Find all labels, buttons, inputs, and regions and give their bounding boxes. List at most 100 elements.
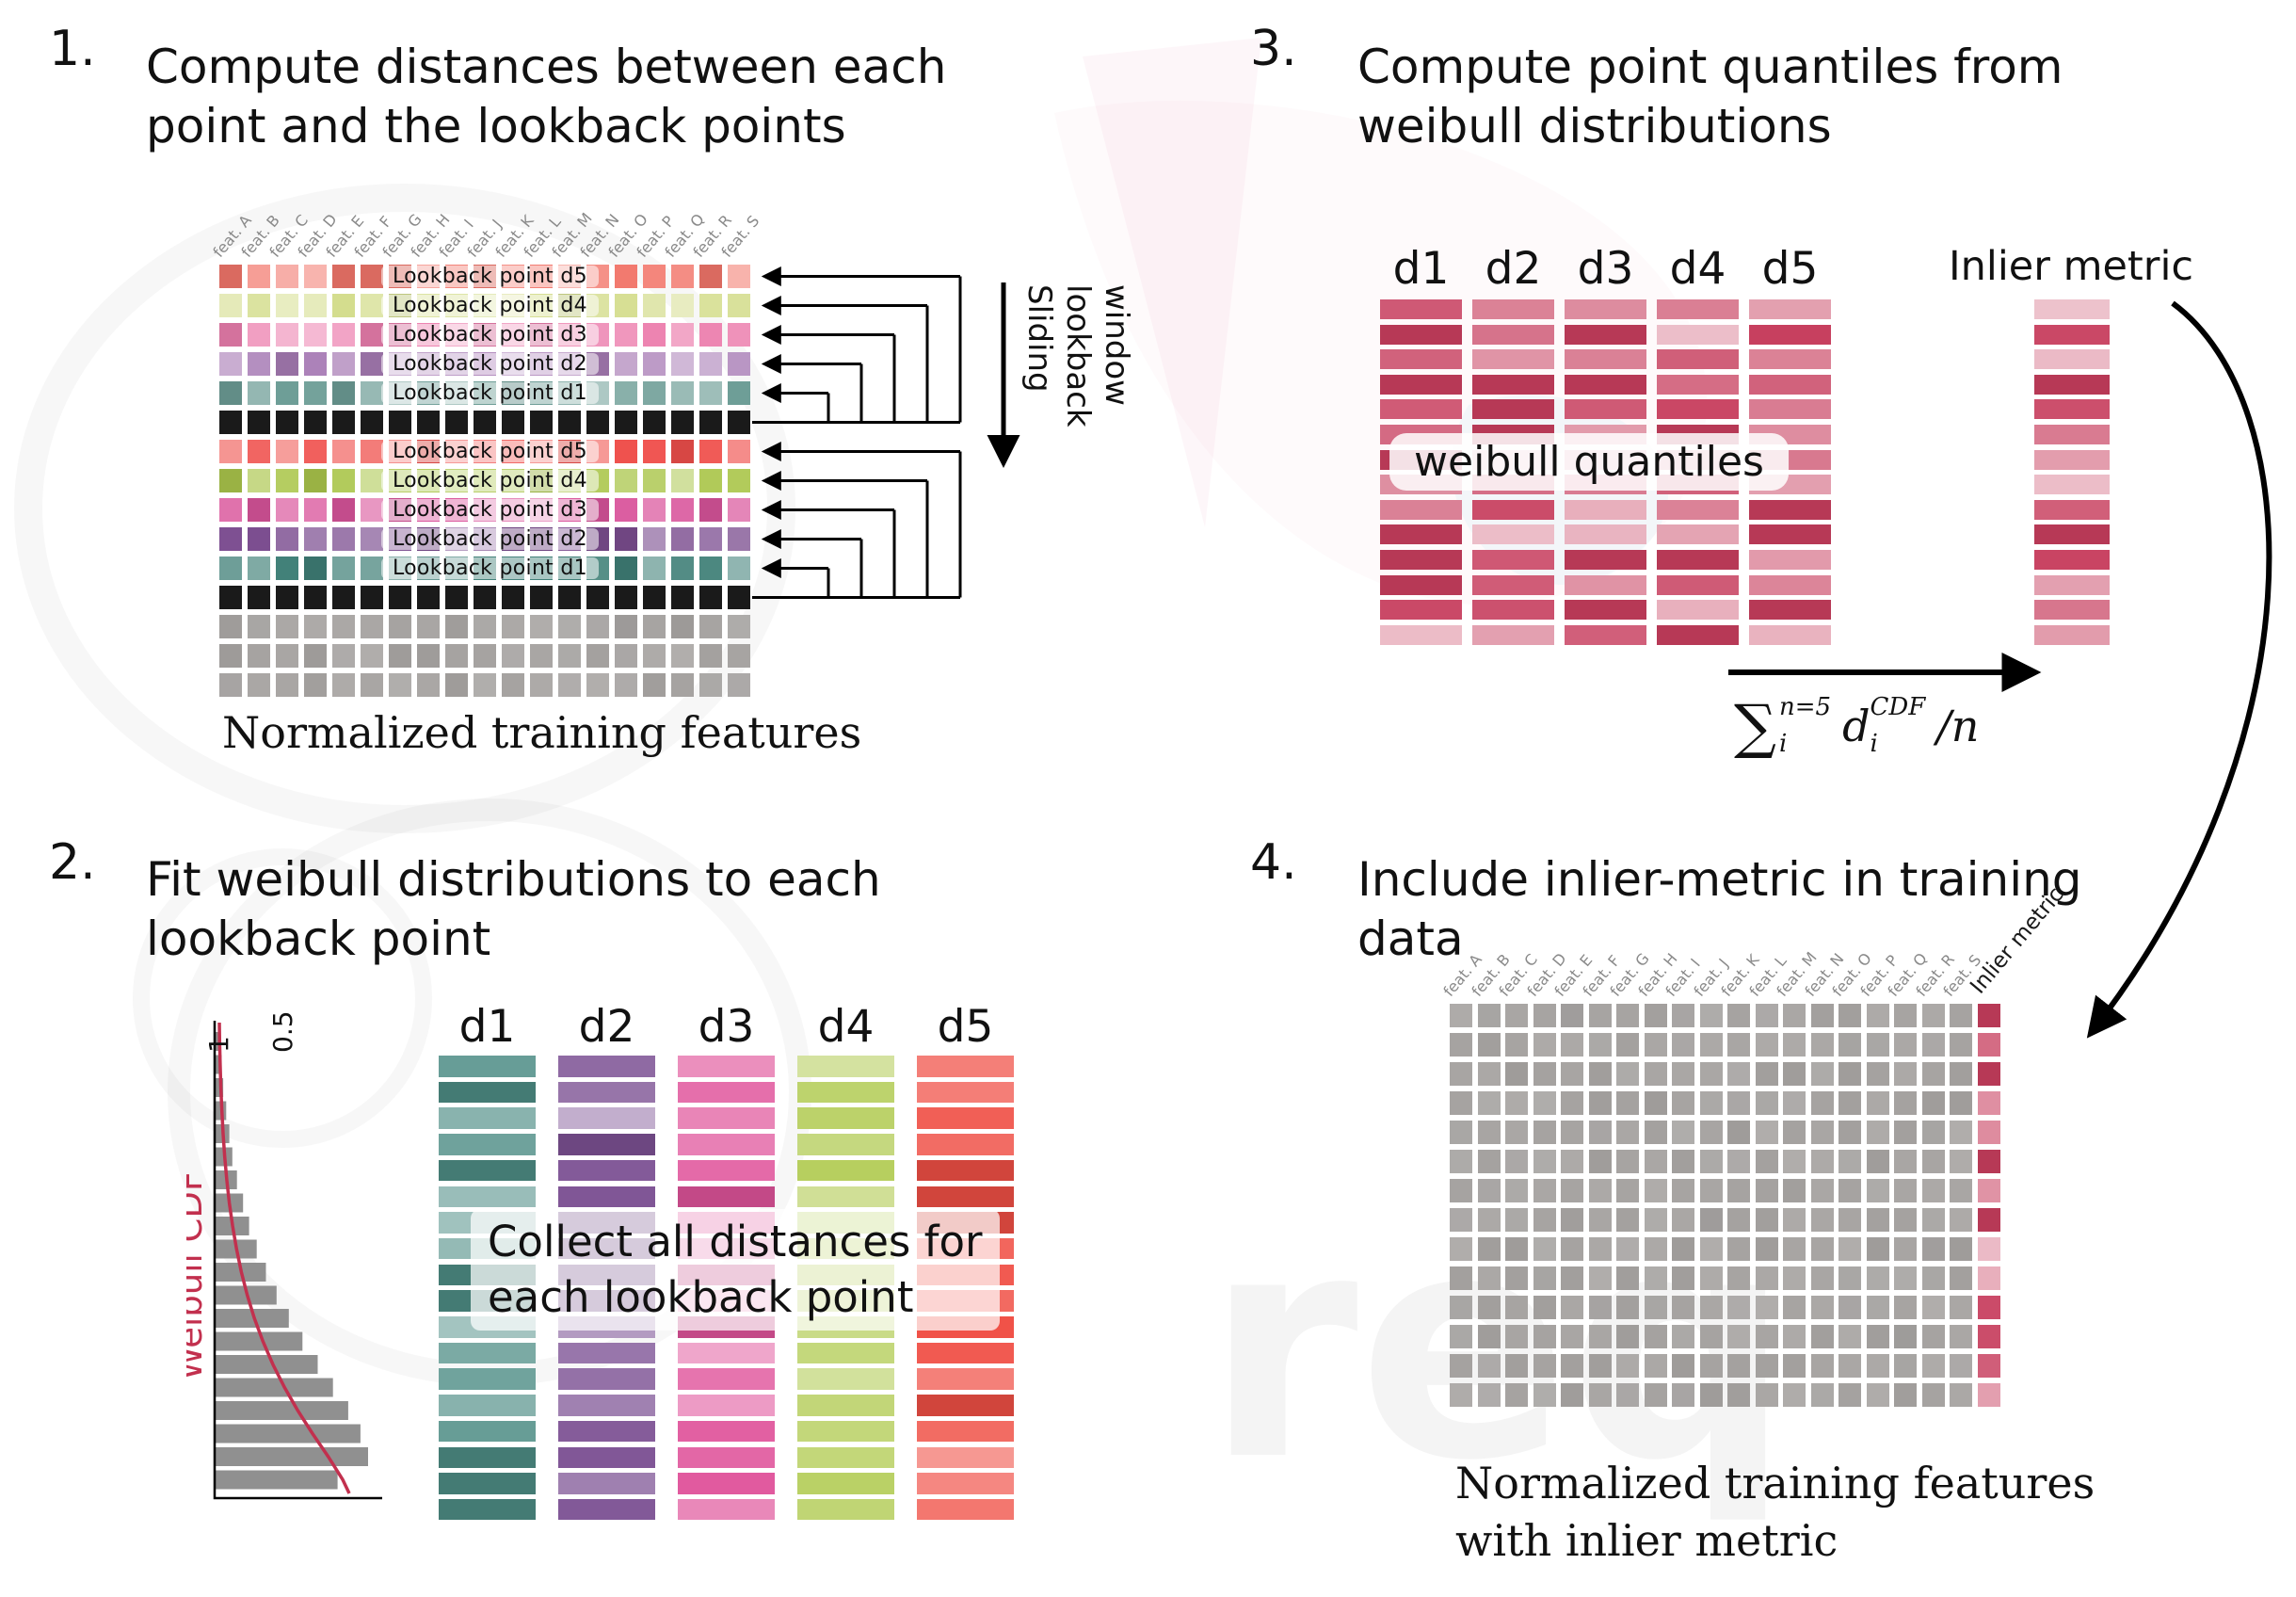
current-point-cell (643, 411, 666, 434)
variable-subscript: i (1870, 729, 1878, 758)
quantile-column-label: d4 (1669, 243, 1726, 295)
feature-cell (1699, 1121, 1723, 1144)
feature-cell (699, 673, 722, 697)
inlier-metric-bar (2034, 324, 2110, 345)
feature-cell (1672, 1296, 1694, 1319)
feature-cell (728, 673, 750, 697)
quantile-bar (1749, 550, 1831, 570)
distance-bar (439, 1186, 536, 1207)
feature-cell (1810, 1296, 1834, 1319)
lookback-cell (615, 294, 637, 317)
feature-cell (1616, 1121, 1639, 1144)
feature-cell (1894, 1266, 1917, 1290)
feature-cell (1838, 1325, 1861, 1348)
quantile-bar (1565, 299, 1646, 319)
feature-cell (1838, 1354, 1861, 1378)
feature-cell (1533, 1237, 1556, 1261)
feature-cell (1755, 1325, 1778, 1348)
lookback-cell (219, 498, 242, 522)
feature-cell (502, 644, 524, 668)
quantile-bar (1749, 374, 1831, 395)
feature-cell (1838, 1033, 1861, 1057)
quantile-bar (1472, 399, 1554, 420)
lookback-point-label: Lookback point d1 (381, 382, 599, 404)
feature-cell (1810, 1237, 1834, 1261)
step-3-title: Compute point quantiles from weibull dis… (1357, 38, 2063, 156)
feature-cell (1894, 1296, 1917, 1319)
weibull-cdf-chart: 1 0.5 Weibull CDF (186, 1010, 382, 1500)
quantile-bar (1657, 624, 1739, 645)
distance-bar (558, 1420, 655, 1443)
feature-cell (1477, 1266, 1501, 1290)
feature-cell (361, 673, 383, 697)
feature-cell (1950, 1004, 1972, 1027)
feature-cell (1561, 1237, 1583, 1261)
current-point-cell (643, 586, 666, 609)
feature-cell (586, 644, 609, 668)
step-3-title-line1: Compute point quantiles from (1357, 40, 2063, 94)
quantile-bar (1657, 299, 1739, 319)
distance-bar (558, 1446, 655, 1468)
quantile-bar (1380, 524, 1462, 545)
feature-cell (1616, 1150, 1639, 1173)
feature-cell (1783, 1062, 1806, 1086)
step-3-title-line2: weibull distributions (1357, 99, 1832, 153)
feature-cell (1588, 1354, 1612, 1378)
feature-cell (1783, 1266, 1806, 1290)
feature-cell (474, 644, 496, 668)
current-point-cell (332, 411, 355, 434)
step-1-number: 1. (49, 21, 96, 77)
feature-cell (304, 615, 327, 638)
feature-cell (1921, 1004, 1945, 1027)
feature-cell (1616, 1062, 1639, 1086)
feature-cell (1894, 1237, 1917, 1261)
histogram-bar (216, 1424, 361, 1444)
quantile-bar (1657, 374, 1739, 395)
current-point-cell (671, 586, 694, 609)
lookback-cell (219, 527, 242, 551)
feature-cell (1533, 1150, 1556, 1173)
feature-cell (1894, 1091, 1917, 1115)
feature-cell (1644, 1091, 1667, 1115)
lookback-cell (728, 527, 750, 551)
p4-caption-line2: with inlier metric (1455, 1514, 1838, 1566)
feature-cell (1672, 1004, 1694, 1027)
feature-cell (1950, 1121, 1972, 1144)
lookback-cell (615, 381, 637, 405)
feature-cell (1644, 1208, 1667, 1232)
feature-cell (1727, 1091, 1750, 1115)
feature-cell (1616, 1208, 1639, 1232)
feature-cell (1533, 1121, 1556, 1144)
lookback-cell (304, 469, 327, 492)
feature-cell (1533, 1383, 1556, 1407)
distance-bar (797, 1342, 894, 1364)
lookback-cell (671, 323, 694, 347)
step-1-title: Compute distances between each point and… (146, 38, 946, 156)
step-2-number: 2. (49, 834, 96, 891)
feature-cell (1921, 1354, 1945, 1378)
lookback-cell (304, 440, 327, 463)
quantile-column-label: d1 (1392, 243, 1450, 295)
lookback-cell (219, 352, 242, 376)
sliding-label-line: lookback (1059, 284, 1098, 427)
feature-cell (1561, 1383, 1583, 1407)
quantile-bar (1380, 324, 1462, 345)
feature-cell (1838, 1121, 1861, 1144)
feature-cell (1783, 1383, 1806, 1407)
inlier-metric-bar (2034, 550, 2110, 570)
feature-cell (1921, 1296, 1945, 1319)
step-4-number: 4. (1250, 834, 1297, 891)
feature-cell (1866, 1266, 1889, 1290)
lookback-cell (332, 527, 355, 551)
lookback-cell (671, 265, 694, 288)
lookback-cell (615, 352, 637, 376)
quantile-bar (1657, 550, 1739, 570)
step-2-title: Fit weibull distributions to each lookba… (146, 850, 881, 969)
lookback-cell (615, 498, 637, 522)
inlier-metric-cell (1977, 1266, 2000, 1290)
quantile-bar (1657, 600, 1739, 621)
distance-bar (797, 1134, 894, 1155)
feature-cell (671, 644, 694, 668)
distance-bar (917, 1081, 1014, 1104)
lookback-cell (728, 352, 750, 376)
